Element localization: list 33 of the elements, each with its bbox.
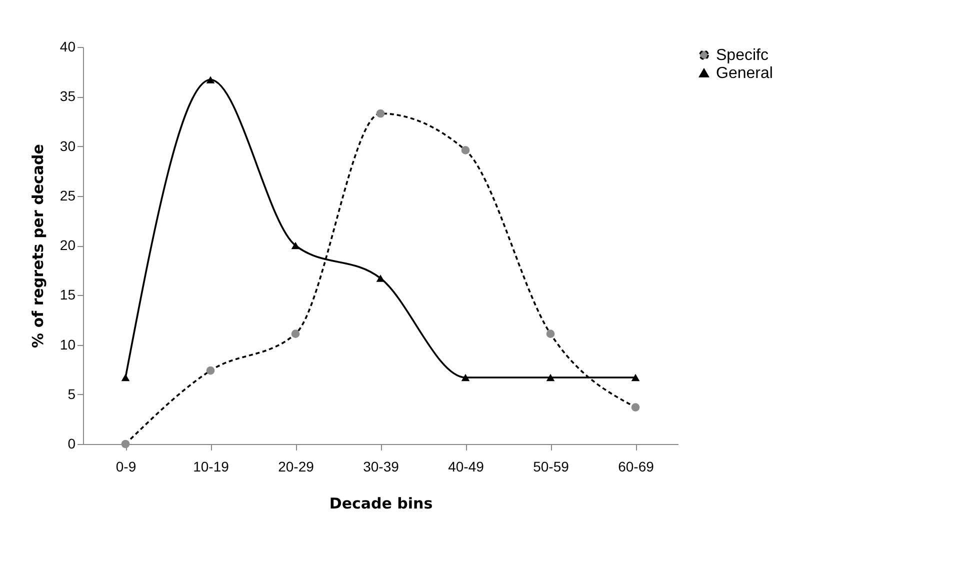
- x-tick-label: 0-9: [116, 458, 136, 474]
- point: [376, 109, 385, 118]
- y-tick-label: 40: [60, 38, 76, 54]
- y-tick-label: 5: [68, 386, 76, 402]
- point: [291, 330, 300, 338]
- legend-label: Specifc: [716, 47, 768, 64]
- x-tick-label: 30-39: [363, 458, 400, 474]
- point: [206, 76, 215, 84]
- y-tick-label: 25: [60, 187, 76, 204]
- x-tick-label: 60-69: [618, 458, 654, 474]
- point: [461, 374, 470, 382]
- y-tick-label: 0: [68, 436, 76, 452]
- y-tick-label: 35: [60, 88, 76, 104]
- y-axis-title: % of regrets per decade: [28, 144, 47, 348]
- point: [631, 374, 640, 382]
- x-tick-label: 10-19: [193, 458, 230, 474]
- x-tick-label: 40-49: [448, 458, 484, 474]
- y-tick-label: 15: [60, 286, 76, 303]
- point: [206, 366, 215, 375]
- point: [546, 330, 555, 338]
- point: [291, 242, 300, 250]
- point: [631, 403, 640, 412]
- y-tick-label: 10: [60, 336, 76, 352]
- point: [546, 374, 555, 382]
- point: [121, 374, 130, 382]
- legend-label: General: [716, 65, 773, 82]
- x-tick-label: 50-59: [533, 458, 570, 474]
- point: [121, 440, 130, 448]
- x-tick-label: 20-29: [278, 458, 314, 474]
- y-tick-label: 30: [60, 138, 76, 154]
- y-tick-label: 20: [60, 237, 76, 253]
- point: [461, 146, 470, 154]
- x-axis-title: Decade bins: [329, 494, 433, 512]
